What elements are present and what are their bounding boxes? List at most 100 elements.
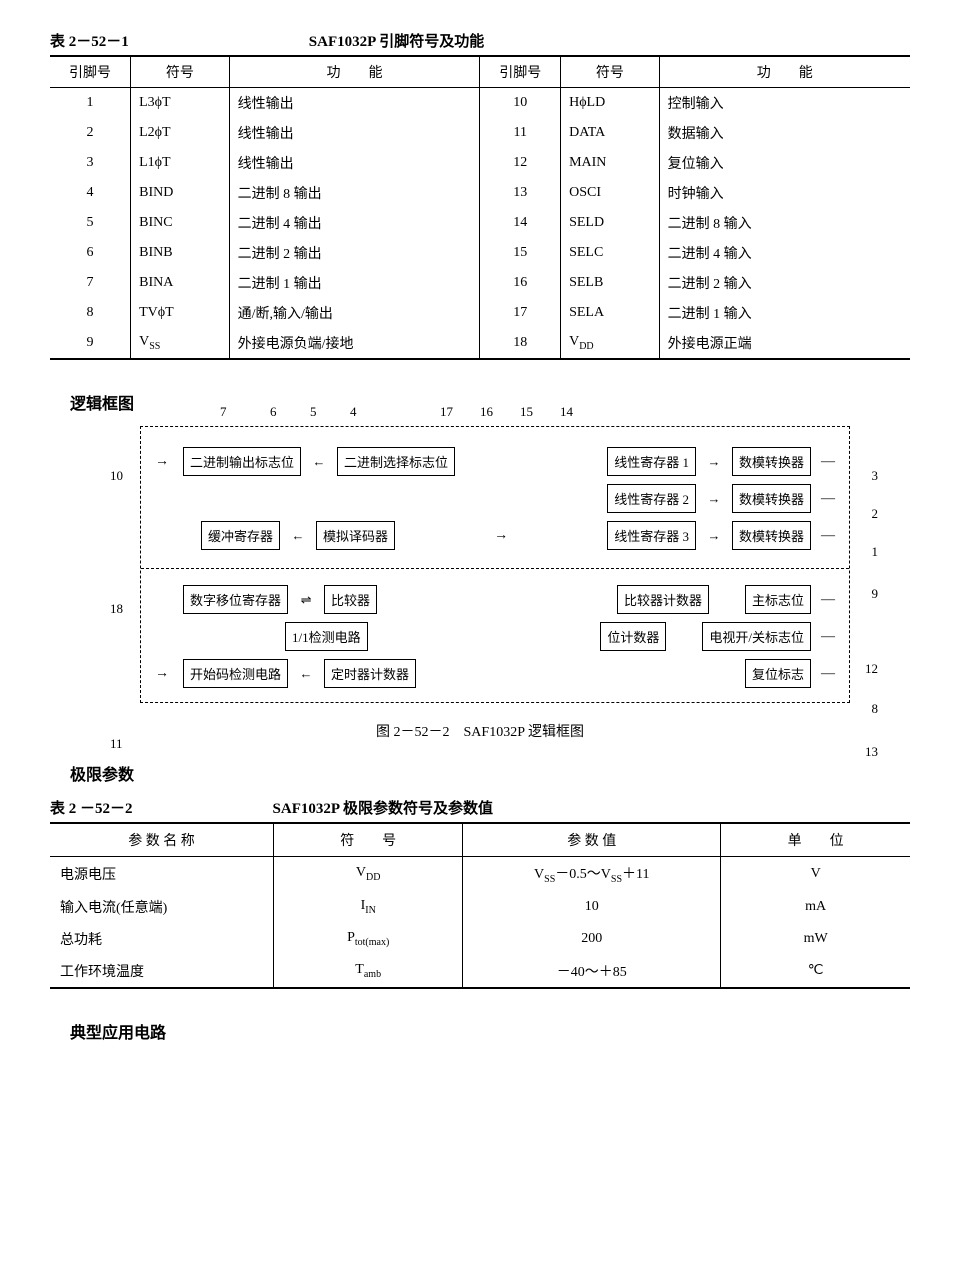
- section-app-title: 典型应用电路: [70, 1019, 910, 1043]
- pin-cell: 8: [50, 298, 131, 328]
- param-cell: 工作环境温度: [50, 955, 274, 988]
- diagram-pin-left: 10: [110, 468, 123, 484]
- pin-th-0: 引脚号: [50, 56, 131, 88]
- pin-cell: 数据输入: [659, 118, 910, 148]
- block-linear-reg-1: 线性寄存器 1: [607, 447, 696, 476]
- block-buffer-reg: 缓冲寄存器: [201, 521, 280, 550]
- pin-table-header-row: 引脚号 符号 功 能 引脚号 符号 功 能: [50, 56, 910, 88]
- diagram-pin-top: 16: [480, 404, 493, 420]
- pin-cell: L2ϕT: [131, 118, 230, 148]
- block-linear-reg-3: 线性寄存器 3: [607, 521, 696, 550]
- pin-table-row: 4BIND二进制 8 输出13OSCI时钟输入: [50, 178, 910, 208]
- param-cell: mA: [721, 891, 910, 923]
- pin-cell: 3: [50, 148, 131, 178]
- pin-cell: 二进制 1 输入: [659, 298, 910, 328]
- block-bin-out-flag: 二进制输出标志位: [183, 447, 301, 476]
- diagram-pin-top: 7: [220, 404, 227, 420]
- pin-cell: SELA: [561, 298, 660, 328]
- param-cell: 200: [463, 923, 721, 955]
- param-cell: 电源电压: [50, 857, 274, 891]
- param-cell: Tamb: [274, 955, 463, 988]
- pin-cell: 外接电源负端/接地: [229, 328, 480, 359]
- table2-code: 表 2 －52－2: [50, 797, 133, 818]
- pin-cell: 复位输入: [659, 148, 910, 178]
- block-1-1-detect: 1/1检测电路: [285, 622, 368, 651]
- diagram-pin-top: 4: [350, 404, 357, 420]
- block-tv-flag: 电视开/关标志位: [702, 622, 811, 651]
- pin-table-row: 3L1ϕT线性输出12MAIN复位输入: [50, 148, 910, 178]
- pin-th-2: 功 能: [229, 56, 480, 88]
- pin-cell: VSS: [131, 328, 230, 359]
- diagram-pin-top: 15: [520, 404, 533, 420]
- pin-th-1: 符号: [131, 56, 230, 88]
- param-cell: V: [721, 857, 910, 891]
- pin-cell: BIND: [131, 178, 230, 208]
- pin-cell: SELC: [561, 238, 660, 268]
- pin-cell: 16: [480, 268, 561, 298]
- pin-cell: 14: [480, 208, 561, 238]
- diagram-pin-right: 13: [865, 744, 878, 760]
- block-linear-reg-2: 线性寄存器 2: [607, 484, 696, 513]
- block-diagram: 765417161514 101811 321912813 → 二进制输出标志位…: [140, 426, 850, 703]
- table1-title: SAF1032P 引脚符号及功能: [309, 30, 484, 51]
- table2-heading-row: 表 2 －52－2 SAF1032P 极限参数符号及参数值: [50, 797, 910, 818]
- param-table: 参 数 名 称 符 号 参 数 值 单 位 电源电压VDDVSS－0.5～VSS…: [50, 822, 910, 989]
- block-comparator: 比较器: [324, 585, 377, 614]
- pin-cell: 11: [480, 118, 561, 148]
- pin-cell: 控制输入: [659, 88, 910, 119]
- pin-table: 引脚号 符号 功 能 引脚号 符号 功 能 1L3ϕT线性输出10HϕLD控制输…: [50, 55, 910, 360]
- block-timer-counter: 定时器计数器: [324, 659, 416, 688]
- param-table-row: 工作环境温度Tamb－40～＋85℃: [50, 955, 910, 988]
- param-cell: ℃: [721, 955, 910, 988]
- table1-heading-row: 表 2－52－1 SAF1032P 引脚符号及功能: [50, 30, 910, 51]
- pin-table-row: 6BINB二进制 2 输出15SELC二进制 4 输入: [50, 238, 910, 268]
- pin-cell: 5: [50, 208, 131, 238]
- diagram-pin-top: 6: [270, 404, 277, 420]
- diagram-pin-right: 9: [872, 586, 879, 602]
- pin-cell: 二进制 2 输入: [659, 268, 910, 298]
- pin-cell: 10: [480, 88, 561, 119]
- pin-cell: L1ϕT: [131, 148, 230, 178]
- param-th-2: 参 数 值: [463, 823, 721, 857]
- pin-cell: 二进制 8 输入: [659, 208, 910, 238]
- param-cell: Ptot(max): [274, 923, 463, 955]
- pin-table-row: 5BINC二进制 4 输出14SELD二进制 8 输入: [50, 208, 910, 238]
- pin-cell: 时钟输入: [659, 178, 910, 208]
- diagram-dashed-border: → 二进制输出标志位 ← 二进制选择标志位 线性寄存器 1 → 数模转换器 — …: [140, 426, 850, 703]
- block-shift-reg: 数字移位寄存器: [183, 585, 288, 614]
- pin-cell: 二进制 4 输出: [229, 208, 480, 238]
- diagram-pin-right: 3: [872, 468, 879, 484]
- param-cell: 总功耗: [50, 923, 274, 955]
- param-cell: IIN: [274, 891, 463, 923]
- pin-cell: MAIN: [561, 148, 660, 178]
- block-cmp-counter: 比较器计数器: [617, 585, 709, 614]
- diagram-pin-right: 8: [872, 701, 879, 717]
- pin-cell: 9: [50, 328, 131, 359]
- diagram-pin-right: 2: [872, 506, 879, 522]
- param-th-0: 参 数 名 称: [50, 823, 274, 857]
- diagram-pin-right: 1: [872, 544, 879, 560]
- diagram-caption: 图 2－52－2 SAF1032P 逻辑框图: [50, 721, 910, 741]
- param-cell: －40～＋85: [463, 955, 721, 988]
- pin-cell: 15: [480, 238, 561, 268]
- pin-cell: 外接电源正端: [659, 328, 910, 359]
- pin-cell: 二进制 8 输出: [229, 178, 480, 208]
- pin-cell: 18: [480, 328, 561, 359]
- pin-cell: BINA: [131, 268, 230, 298]
- param-th-1: 符 号: [274, 823, 463, 857]
- block-main-flag: 主标志位: [745, 585, 811, 614]
- block-dac-2: 数模转换器: [732, 484, 811, 513]
- param-table-header-row: 参 数 名 称 符 号 参 数 值 单 位: [50, 823, 910, 857]
- pin-cell: 二进制 4 输入: [659, 238, 910, 268]
- block-bit-counter: 位计数器: [600, 622, 666, 651]
- pin-cell: 1: [50, 88, 131, 119]
- pin-cell: 2: [50, 118, 131, 148]
- diagram-pin-top: 17: [440, 404, 453, 420]
- block-bin-sel-flag: 二进制选择标志位: [337, 447, 455, 476]
- pin-cell: VDD: [561, 328, 660, 359]
- pin-cell: HϕLD: [561, 88, 660, 119]
- param-cell: mW: [721, 923, 910, 955]
- diagram-pin-right: 12: [865, 661, 878, 677]
- block-dac-3: 数模转换器: [732, 521, 811, 550]
- pin-cell: 线性输出: [229, 88, 480, 119]
